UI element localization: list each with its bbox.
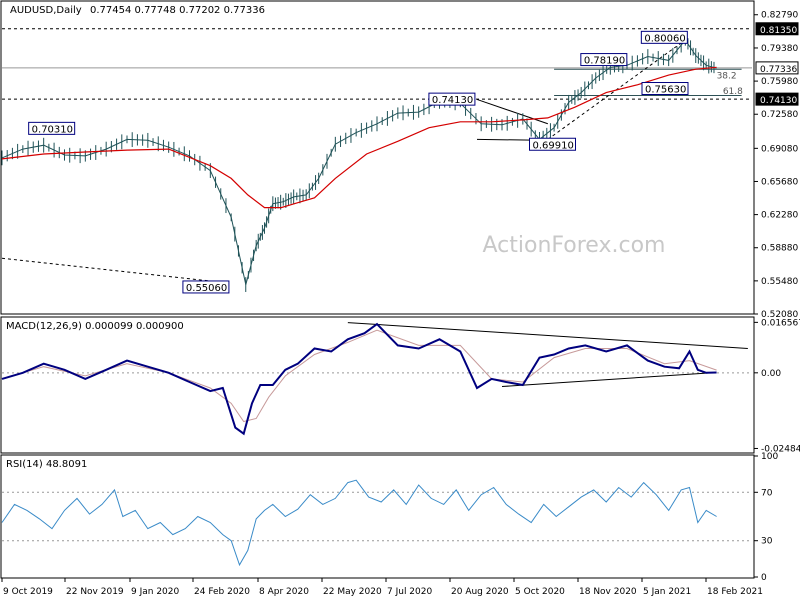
level-tag bbox=[755, 92, 799, 106]
grid-layer bbox=[2, 28, 752, 542]
rsi-ytick-label: 100 bbox=[761, 452, 778, 462]
price-annotation-label: 0.74130 bbox=[432, 95, 473, 106]
fib-label-382: 38.2 bbox=[717, 72, 737, 82]
price-annotation-box bbox=[640, 30, 688, 44]
price-ytick-label: 0.75980 bbox=[761, 77, 798, 87]
price-ytick-label: 0.52080 bbox=[761, 310, 798, 320]
rsi-ytick-label: 30 bbox=[761, 537, 773, 547]
price-annotation-box bbox=[580, 53, 628, 67]
level-tag-label: 0.77336 bbox=[760, 65, 797, 75]
price-ytick-label: 0.62280 bbox=[761, 211, 798, 221]
macd-line bbox=[1, 322, 717, 436]
price-ytick-label: 0.55480 bbox=[761, 277, 798, 287]
level-tag bbox=[755, 61, 799, 75]
xtick-label: 24 Feb 2020 bbox=[194, 587, 250, 597]
rsi-ytick-label: 0 bbox=[761, 573, 767, 583]
level-tag-label: 0.81350 bbox=[760, 26, 797, 36]
xtick-label: 22 May 2020 bbox=[323, 587, 382, 597]
price-annotation-box bbox=[641, 82, 689, 96]
xtick-label: 18 Nov 2020 bbox=[579, 587, 637, 597]
price-annotation-label: 0.75630 bbox=[645, 85, 686, 96]
macd-title: MACD(12,26,9) 0.000099 0.000900 bbox=[6, 321, 184, 332]
price-line bbox=[1, 39, 717, 285]
rsi-ytick-label: 70 bbox=[761, 488, 773, 498]
macd-ytick-label: 0.00 bbox=[761, 369, 781, 379]
price-ytick-label: 0.58880 bbox=[761, 244, 798, 254]
support-trendline bbox=[1, 257, 225, 284]
axis-layer: 0.82790 0.79380 0.75980 0.72580 0.69080 0.656… bbox=[1, 11, 800, 597]
xtick-label: 5 Oct 2020 bbox=[515, 587, 565, 597]
price-annotation-label: 0.80060 bbox=[644, 33, 685, 44]
price-ytick-label: 0.65680 bbox=[761, 177, 798, 187]
xtick-label: 7 Jul 2020 bbox=[387, 587, 432, 597]
price-annotation-label: 0.55060 bbox=[186, 283, 227, 294]
xtick-label: 5 Jan 2021 bbox=[643, 587, 691, 597]
macd-panel-frame bbox=[0, 316, 755, 454]
macd-ytick-label: 0.016567 bbox=[761, 318, 800, 328]
macd-trendline-1 bbox=[501, 372, 711, 388]
price-ytick-label: 0.79380 bbox=[761, 44, 798, 54]
price-annotation-label: 0.70310 bbox=[32, 124, 73, 135]
price-annotation-box bbox=[182, 280, 230, 294]
xtick-label: 9 Oct 2019 bbox=[3, 587, 53, 597]
macd-trendline-0 bbox=[347, 322, 748, 349]
price-annotation-box bbox=[428, 92, 476, 106]
xtick-label: 22 Nov 2019 bbox=[66, 587, 124, 597]
price-layer: 61.8 38.2 0.70310 0.55060 0.74130 0.69910 0.78… bbox=[1, 30, 743, 294]
macd-layer bbox=[1, 322, 748, 436]
fib-label-618: 61.8 bbox=[723, 87, 743, 97]
level-tag bbox=[755, 22, 799, 36]
macd-signal-line bbox=[1, 329, 717, 423]
price-annotation-label: 0.69910 bbox=[533, 140, 574, 151]
price-annotation-box bbox=[28, 121, 76, 135]
ohlc-readout: 0.77454 0.77748 0.77202 0.77336 bbox=[90, 5, 265, 16]
rsi-line bbox=[1, 479, 717, 567]
price-ytick-label: 0.69080 bbox=[761, 144, 798, 154]
macd-ytick-label: -0.02484 bbox=[761, 444, 800, 454]
rsi-title: RSI(14) 48.8091 bbox=[6, 459, 87, 470]
rsi-layer bbox=[1, 479, 717, 567]
symbol-label: AUDUSD,Daily bbox=[10, 5, 82, 16]
xtick-label: 20 Aug 2020 bbox=[451, 587, 509, 597]
rsi-panel-frame bbox=[0, 454, 755, 579]
xtick-label: 9 Jan 2020 bbox=[131, 587, 179, 597]
xtick-label: 18 Feb 2021 bbox=[707, 587, 763, 597]
price-ytick-label: 0.72580 bbox=[761, 110, 798, 120]
moving-average-line bbox=[1, 66, 717, 209]
channel-upper bbox=[476, 98, 548, 125]
price-annotation-box bbox=[529, 137, 576, 151]
watermark-text: ActionForex.com bbox=[483, 233, 666, 258]
level-tag-label: 0.74130 bbox=[760, 96, 797, 106]
xtick-label: 8 Apr 2020 bbox=[259, 587, 309, 597]
price-ytick-label: 0.82790 bbox=[761, 11, 798, 21]
price-panel-frame bbox=[0, 0, 755, 315]
price-annotation-label: 0.78190 bbox=[584, 56, 625, 67]
